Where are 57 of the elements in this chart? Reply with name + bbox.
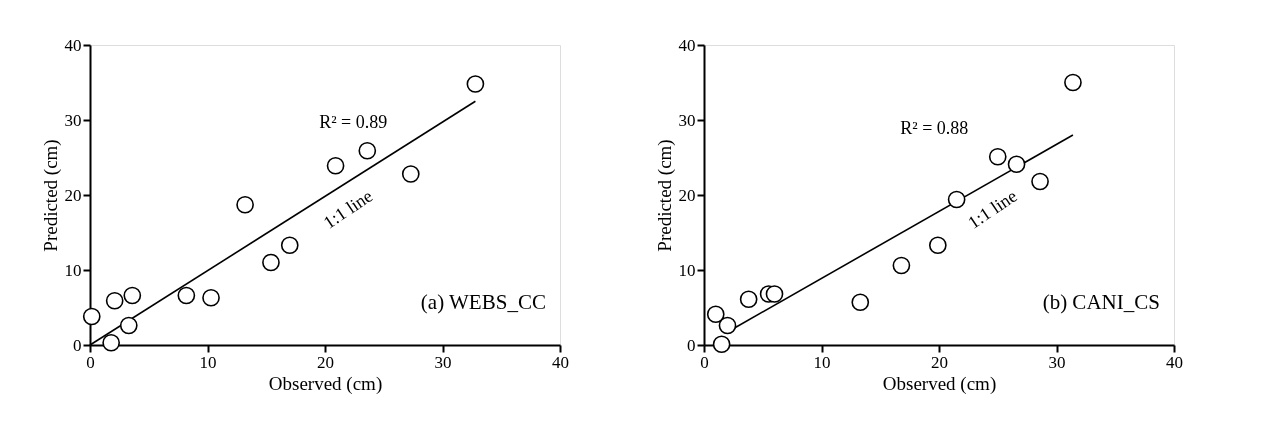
- y-tick-label: 10: [64, 260, 82, 280]
- point: [105, 291, 124, 310]
- point: [1007, 155, 1026, 174]
- point: [706, 305, 725, 324]
- point: [718, 316, 737, 335]
- y-tick-label: 10: [678, 260, 696, 280]
- point: [1064, 73, 1082, 92]
- annotation: (a) WEBS_CC: [420, 290, 546, 314]
- y-axis-title: Predicted (cm): [653, 139, 676, 252]
- point: [102, 333, 121, 352]
- x-tick-label: 20: [317, 352, 334, 372]
- point: [202, 288, 220, 307]
- point: [177, 286, 196, 305]
- point: [326, 156, 345, 175]
- annotation: R² = 0.89: [319, 112, 388, 132]
- point: [280, 236, 299, 255]
- x-tick-label: 10: [199, 352, 217, 372]
- x-tick-label: 0: [86, 352, 95, 372]
- point: [82, 307, 101, 326]
- x-axis-title: Observed (cm): [882, 372, 997, 395]
- x-tick-label: 40: [552, 352, 569, 372]
- point: [466, 75, 485, 93]
- point: [712, 335, 731, 354]
- annotation: (b) CANI_CS: [1042, 290, 1160, 314]
- y-tick-label: 30: [64, 110, 82, 130]
- y-tick-label: 40: [64, 35, 82, 55]
- point: [236, 195, 254, 214]
- x-tick-label: 10: [813, 352, 831, 372]
- y-tick-label: 20: [64, 185, 82, 205]
- point: [401, 165, 420, 183]
- point: [947, 190, 966, 209]
- y-tick-label: 40: [678, 35, 696, 55]
- annotation: 1:1 line: [319, 185, 377, 233]
- point: [123, 286, 142, 305]
- point: [358, 141, 377, 160]
- y-tick-label: 0: [687, 335, 696, 355]
- y-tick-label: 20: [678, 185, 696, 205]
- point: [988, 147, 1007, 166]
- x-tick-label: 0: [700, 352, 709, 372]
- y-axis-title: Predicted (cm): [39, 139, 62, 252]
- point: [262, 253, 280, 272]
- point: [1031, 172, 1049, 191]
- point: [739, 290, 758, 309]
- annotation: 1:1 line: [964, 185, 1021, 233]
- y-tick-label: 30: [678, 110, 696, 130]
- y-tick-label: 0: [73, 335, 82, 355]
- x-tick-label: 20: [931, 352, 948, 372]
- x-axis-title: Observed (cm): [268, 372, 383, 395]
- point: [765, 285, 784, 303]
- x-tick-label: 40: [1166, 352, 1183, 372]
- x-tick-label: 30: [434, 352, 452, 372]
- point: [892, 256, 911, 275]
- point: [119, 316, 138, 335]
- point: [928, 236, 947, 255]
- x-tick-label: 30: [1048, 352, 1066, 372]
- annotation: R² = 0.88: [900, 118, 969, 138]
- point: [851, 293, 870, 312]
